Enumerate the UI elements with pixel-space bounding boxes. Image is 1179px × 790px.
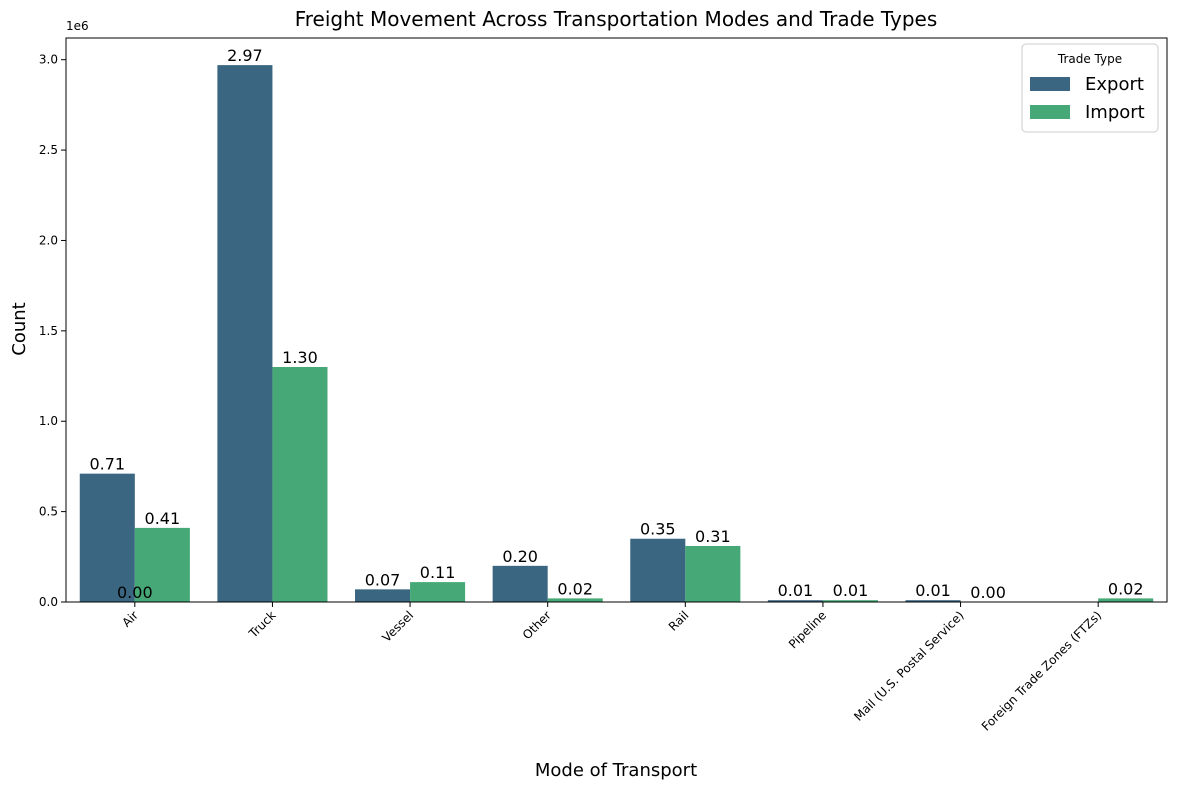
- x-axis-label: Mode of Transport: [535, 760, 697, 781]
- bar-value-label: 0.35: [640, 520, 676, 539]
- x-tick-label: Vessel: [379, 608, 416, 645]
- chart-title: Freight Movement Across Transportation M…: [295, 7, 938, 31]
- bar-value-label: 0.00: [117, 583, 153, 602]
- x-tick-label: Foreign Trade Zones (FTZs): [979, 608, 1104, 733]
- bar-export: [905, 600, 961, 602]
- bar-export: [217, 65, 273, 603]
- y-tick-label: 2.5: [39, 143, 58, 157]
- x-tick-label: Air: [119, 608, 141, 630]
- x-tick-label: Mail (U.S. Postal Service): [851, 608, 967, 724]
- legend: Trade Type Export Import: [1021, 43, 1159, 133]
- bar-value-label: 0.01: [833, 581, 869, 600]
- bar-export: [492, 565, 548, 602]
- bar-import: [822, 600, 878, 602]
- legend-title: Trade Type: [1057, 52, 1122, 66]
- bar-value-label: 0.01: [915, 581, 951, 600]
- bar-value-label: 0.07: [365, 570, 401, 589]
- y-tick-label: 0.0: [39, 595, 58, 609]
- legend-swatch-export: [1030, 77, 1070, 91]
- plot-area: 0.71 2.97 0.07 0.20 0.35 0.01 0.01 0.41 1.30 0.11…: [39, 37, 1168, 734]
- bar-value-label: 0.41: [145, 509, 181, 528]
- y-axis-label: Count: [9, 302, 30, 355]
- legend-label-import: Import: [1085, 102, 1145, 123]
- y-tick-label: 2.0: [39, 233, 58, 247]
- y-scale-label: 1e6: [66, 19, 89, 33]
- plot-frame: [65, 37, 1168, 603]
- x-tick-label: Rail: [666, 608, 692, 634]
- bar-value-label: 0.00: [970, 583, 1006, 602]
- bar-import: [685, 545, 741, 602]
- x-tick-label: Truck: [246, 608, 279, 641]
- bar-value-label: 0.71: [89, 455, 125, 474]
- y-tick-label: 0.5: [39, 505, 58, 519]
- bar-value-label: 0.20: [502, 547, 538, 566]
- bar-import: [547, 598, 603, 602]
- legend-label-export: Export: [1085, 74, 1144, 95]
- x-tick-label: Other: [520, 608, 554, 642]
- bar-export: [355, 589, 411, 602]
- y-tick-label: 1.0: [39, 414, 58, 428]
- bar-value-label: 1.30: [282, 348, 318, 367]
- bar-value-label: 0.11: [420, 563, 456, 582]
- bar-value-label: 0.31: [695, 527, 731, 546]
- bar-import: [1098, 598, 1154, 602]
- bar-value-label: 0.02: [1108, 579, 1144, 598]
- bar-export: [630, 538, 686, 602]
- bar-import: [134, 527, 190, 602]
- bar-import: [272, 367, 328, 602]
- bar-import: [410, 582, 466, 602]
- bar-value-label: 0.01: [778, 581, 814, 600]
- x-tick-label: Pipeline: [786, 608, 829, 651]
- y-tick-label: 3.0: [39, 53, 58, 67]
- legend-swatch-import: [1030, 105, 1070, 119]
- bar-export: [767, 600, 823, 602]
- bar-value-label: 2.97: [227, 46, 263, 65]
- bar-export: [79, 473, 135, 602]
- bar-value-label: 0.02: [557, 579, 593, 598]
- y-tick-label: 1.5: [39, 324, 58, 338]
